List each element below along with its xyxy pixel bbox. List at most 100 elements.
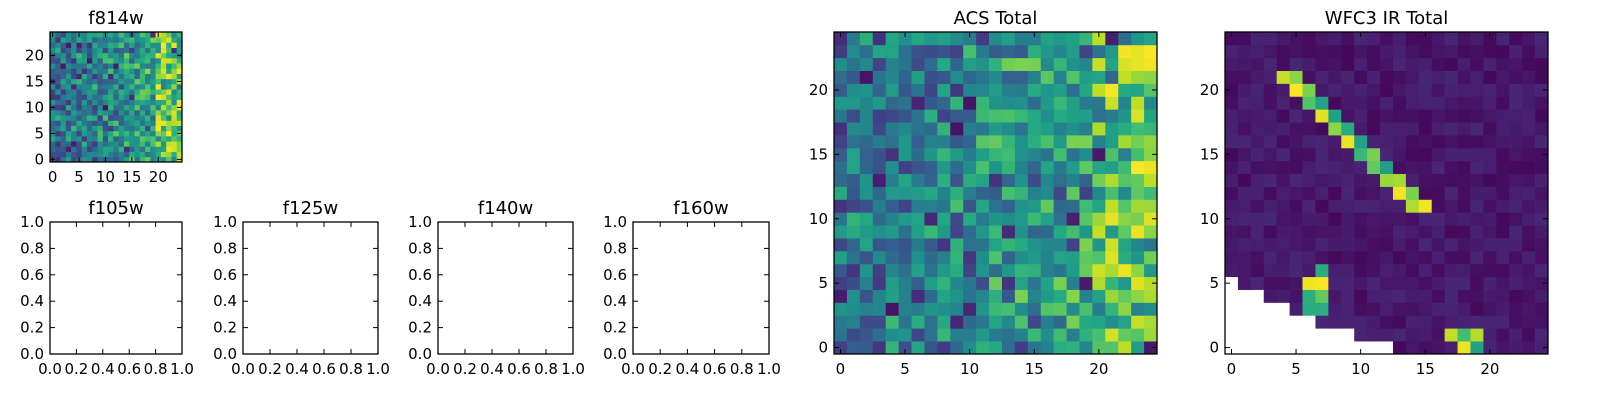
heatmap-cell [898,109,912,123]
heatmap-cell [145,94,151,100]
heatmap-cell [1367,96,1381,110]
x-tick-label-0_2: 0.2 [453,360,477,378]
heatmap-cell [1483,135,1497,149]
heatmap-cell [963,135,977,149]
heatmap-cell [1367,122,1381,136]
heatmap-cell [1225,263,1239,278]
heatmap-cell [834,109,848,123]
heatmap-cell [963,96,977,110]
heatmap-cell [76,130,83,137]
heatmap-cell [108,84,114,90]
heatmap-cell [160,68,167,74]
heatmap-cell [1144,96,1158,110]
heatmap-cell [885,289,899,303]
heatmap-cell [1144,135,1158,149]
heatmap-cell [1225,160,1239,175]
heatmap-cell [1380,276,1394,290]
heatmap-cell [1014,147,1029,162]
heatmap-cell [1380,147,1394,162]
heatmap-cell [1431,160,1445,175]
heatmap-cell [1470,225,1484,239]
heatmap-cell [989,341,1003,355]
x-tick-label-20: 20 [1089,360,1108,378]
heatmap-cell [1535,276,1549,290]
heatmap-cell [97,58,104,64]
heatmap-cell [1079,57,1093,71]
heatmap-cell [911,160,925,175]
heatmap-cell [1431,122,1445,136]
heatmap-cell [1053,212,1067,226]
heatmap-cell [976,341,990,355]
heatmap-cell [1509,276,1523,290]
heatmap-cell [846,147,861,162]
heatmap-cell [108,52,114,59]
heatmap-cell [1289,57,1303,71]
heatmap-cell [150,130,156,137]
y-tick-label-0_2: 0.2 [213,319,237,337]
heatmap-cell [1105,57,1119,71]
heatmap-cell [924,328,938,342]
heatmap-cell [1328,199,1342,213]
heatmap-cell [1040,32,1054,46]
heatmap-cell [1302,96,1316,110]
heatmap-cell [859,44,874,59]
heatmap-cell [1509,328,1523,342]
heatmap-cell [1040,238,1054,252]
y-tick-label-0_8: 0.8 [408,239,432,257]
heatmap-cell [65,84,72,90]
heatmap-cell [1225,70,1239,84]
heatmap-cell [71,104,77,111]
heatmap-cell [989,302,1003,316]
heatmap-cell [1263,135,1278,149]
heatmap-cell [1263,147,1278,162]
heatmap-cell [1040,70,1054,84]
heatmap-cell [139,37,146,43]
heatmap-cell [71,94,77,100]
heatmap-cell [113,151,119,158]
heatmap-cell [1496,160,1510,175]
heatmap-cell [150,104,156,111]
heatmap-cell [1014,186,1029,200]
heatmap-cell [134,63,141,69]
heatmap-cell [1118,225,1132,239]
heatmap-cell [911,225,925,239]
heatmap-cell [898,32,912,46]
heatmap-cell [1263,238,1278,252]
heatmap-cell [1470,57,1484,71]
heatmap-cell [102,125,109,132]
heatmap-cell [108,125,114,132]
heatmap-cell [1225,135,1239,149]
heatmap-cell [1380,302,1394,316]
heatmap-cell [160,125,167,132]
heatmap-cell [1418,160,1433,175]
heatmap-cell [176,32,183,38]
heatmap-cell [65,99,72,106]
heatmap-cell [97,52,104,59]
heatmap-cell [76,42,83,48]
heatmap-cell [1522,57,1536,71]
heatmap-cell [108,94,114,100]
heatmap-cell [1040,109,1054,123]
heatmap-cell [160,94,167,100]
heatmap-cell [1105,302,1119,316]
heatmap-cell [1535,160,1549,175]
heatmap-cell [139,52,146,59]
heatmap-cell [71,52,77,59]
heatmap-cell [1079,263,1093,278]
heatmap-cell [1405,122,1420,136]
heatmap-cell [1457,302,1471,316]
heatmap-cell [989,199,1003,213]
heatmap-cell [1027,250,1042,265]
heatmap-cell [50,151,56,158]
heatmap-cell [1392,225,1407,239]
heatmap-cell [1237,109,1252,123]
panel-f160w: 0.0 0.2 0.4 0.6 0.8 1.00.00.20.40.60.81.0f160… [603,198,781,378]
heatmap-cell [160,37,167,43]
heatmap-cell [1263,276,1278,290]
heatmap-cell [76,58,83,64]
heatmap-cell [1470,160,1484,175]
heatmap-cell [1131,160,1145,175]
heatmap-cell [1380,225,1394,239]
